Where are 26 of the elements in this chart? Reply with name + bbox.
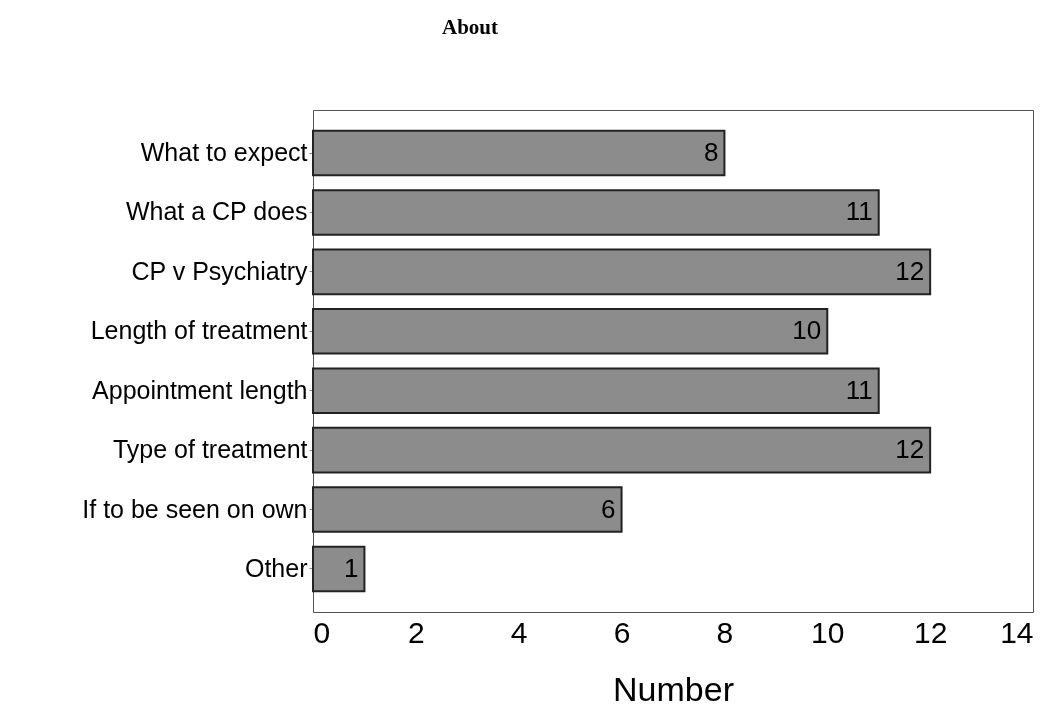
x-tick-label: 4 bbox=[510, 615, 528, 649]
x-tick-label: 8 bbox=[716, 615, 734, 649]
x-axis-title: Number bbox=[613, 669, 734, 708]
y-tick-label: CP v Psychiatry bbox=[131, 256, 308, 285]
y-tick-label: Length of treatment bbox=[90, 316, 308, 345]
y-tick-label: Type of treatment bbox=[112, 435, 308, 464]
y-tick-label: Appointment length bbox=[92, 375, 308, 404]
x-tick-label: 14 bbox=[1000, 615, 1034, 649]
y-tick-label: What a CP does bbox=[125, 197, 308, 226]
x-tick-label: 6 bbox=[613, 615, 631, 649]
data-label: 8 bbox=[703, 137, 719, 168]
data-label: 10 bbox=[792, 315, 822, 346]
data-label: 12 bbox=[895, 255, 925, 286]
y-tick-label: If to be seen on own bbox=[82, 494, 308, 523]
x-tick-label: 2 bbox=[408, 615, 425, 649]
x-tick-label: 0 bbox=[313, 615, 331, 649]
y-tick-label: Other bbox=[244, 553, 308, 582]
data-label: 6 bbox=[601, 493, 616, 524]
data-label: 12 bbox=[895, 434, 925, 465]
chart-title: About bbox=[441, 15, 499, 39]
data-label: 1 bbox=[343, 552, 359, 583]
data-label: 11 bbox=[845, 196, 873, 227]
data-label: 11 bbox=[845, 374, 873, 405]
y-tick-label: What to expect bbox=[140, 138, 308, 167]
x-tick-label: 10 bbox=[811, 615, 845, 649]
x-tick-label: 12 bbox=[913, 615, 948, 649]
